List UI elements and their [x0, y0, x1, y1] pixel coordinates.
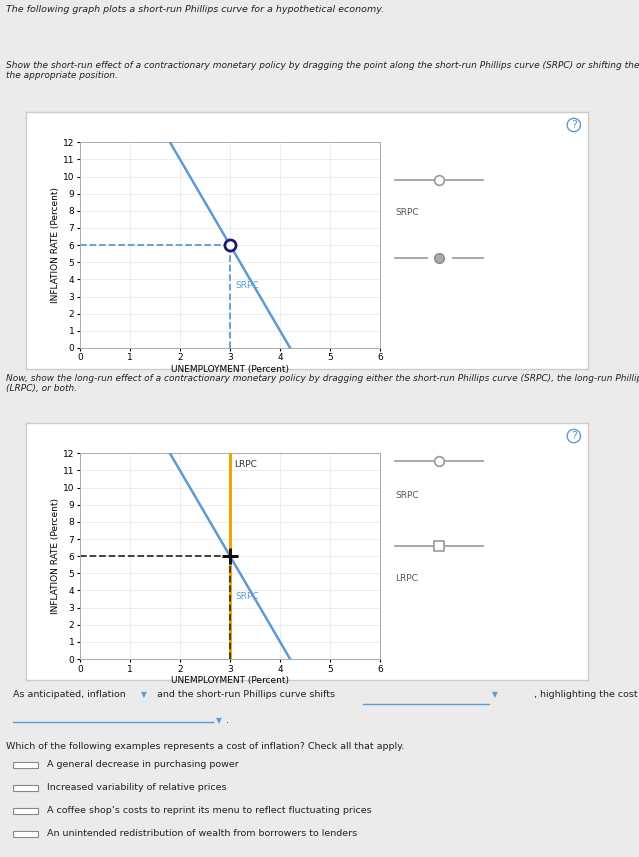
- Text: A general decrease in purchasing power: A general decrease in purchasing power: [47, 760, 239, 769]
- Y-axis label: INFLATION RATE (Percent): INFLATION RATE (Percent): [51, 498, 60, 614]
- Text: ▼: ▼: [216, 716, 222, 724]
- Text: LRPC: LRPC: [396, 574, 418, 583]
- Text: and the short-run Phillips curve shifts: and the short-run Phillips curve shifts: [153, 690, 335, 698]
- Text: Now, show the long-run effect of a contractionary monetary policy by dragging ei: Now, show the long-run effect of a contr…: [6, 374, 639, 393]
- Text: SRPC: SRPC: [235, 281, 259, 290]
- Text: LRPC: LRPC: [234, 460, 257, 469]
- Bar: [13, 808, 38, 814]
- Text: SRPC: SRPC: [396, 208, 419, 218]
- Text: , highlighting the cost of fighting inflation, which is: , highlighting the cost of fighting infl…: [504, 690, 639, 698]
- Text: SRPC: SRPC: [235, 592, 259, 601]
- Text: Which of the following examples represents a cost of inflation? Check all that a: Which of the following examples represen…: [6, 742, 404, 751]
- Text: ▼: ▼: [141, 690, 147, 698]
- X-axis label: UNEMPLOYMENT (Percent): UNEMPLOYMENT (Percent): [171, 676, 289, 686]
- Text: SRPC: SRPC: [396, 491, 419, 500]
- Text: ▼: ▼: [492, 690, 498, 698]
- Text: A coffee shop’s costs to reprint its menu to reflect fluctuating prices: A coffee shop’s costs to reprint its men…: [47, 806, 372, 815]
- Text: Show the short-run effect of a contractionary monetary policy by dragging the po: Show the short-run effect of a contracti…: [6, 61, 639, 81]
- Y-axis label: INFLATION RATE (Percent): INFLATION RATE (Percent): [51, 187, 60, 303]
- Text: An unintended redistribution of wealth from borrowers to lenders: An unintended redistribution of wealth f…: [47, 829, 357, 838]
- Bar: [13, 785, 38, 791]
- Text: ?: ?: [571, 120, 577, 130]
- Text: As anticipated, inflation: As anticipated, inflation: [13, 690, 125, 698]
- Text: The following graph plots a short-run Phillips curve for a hypothetical economy.: The following graph plots a short-run Ph…: [6, 5, 385, 15]
- Text: Increased variability of relative prices: Increased variability of relative prices: [47, 783, 227, 792]
- Bar: [13, 762, 38, 768]
- X-axis label: UNEMPLOYMENT (Percent): UNEMPLOYMENT (Percent): [171, 365, 289, 375]
- Bar: [13, 831, 38, 837]
- Text: .: .: [226, 716, 229, 724]
- Text: ?: ?: [571, 431, 577, 441]
